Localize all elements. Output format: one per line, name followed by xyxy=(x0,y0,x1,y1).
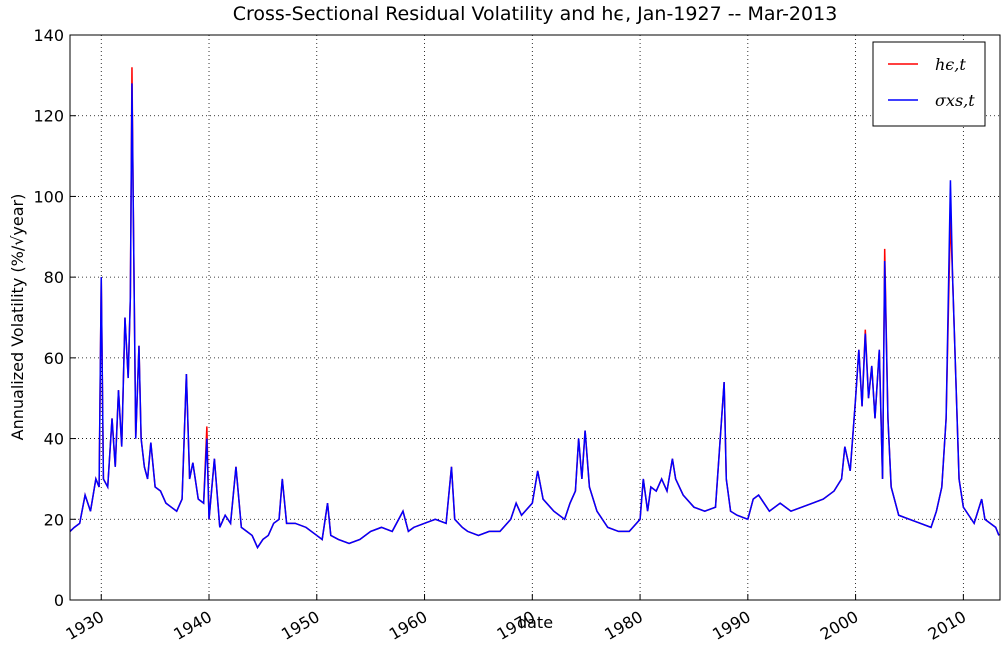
x-axis-label: date xyxy=(517,613,553,632)
legend-box xyxy=(872,41,986,127)
series-line xyxy=(70,83,1000,550)
y-tick-label: 20 xyxy=(44,510,64,529)
y-tick-label: 120 xyxy=(33,107,64,126)
y-tick-label: 100 xyxy=(33,187,64,206)
y-tick-label: 60 xyxy=(44,349,64,368)
plot-frame xyxy=(69,34,1001,601)
y-axis-label: Annualized Volatility (%/√year) xyxy=(8,194,27,441)
legend-label: σxs,t xyxy=(935,91,975,110)
y-tick-label: 0 xyxy=(54,591,64,610)
y-tick-label: 140 xyxy=(33,26,64,45)
y-tick-label: 80 xyxy=(44,268,64,287)
y-tick-label: 40 xyxy=(44,430,64,449)
chart-title: Cross-Sectional Residual Volatility and … xyxy=(233,3,838,25)
legend-label: hϵ,t xyxy=(935,55,966,74)
